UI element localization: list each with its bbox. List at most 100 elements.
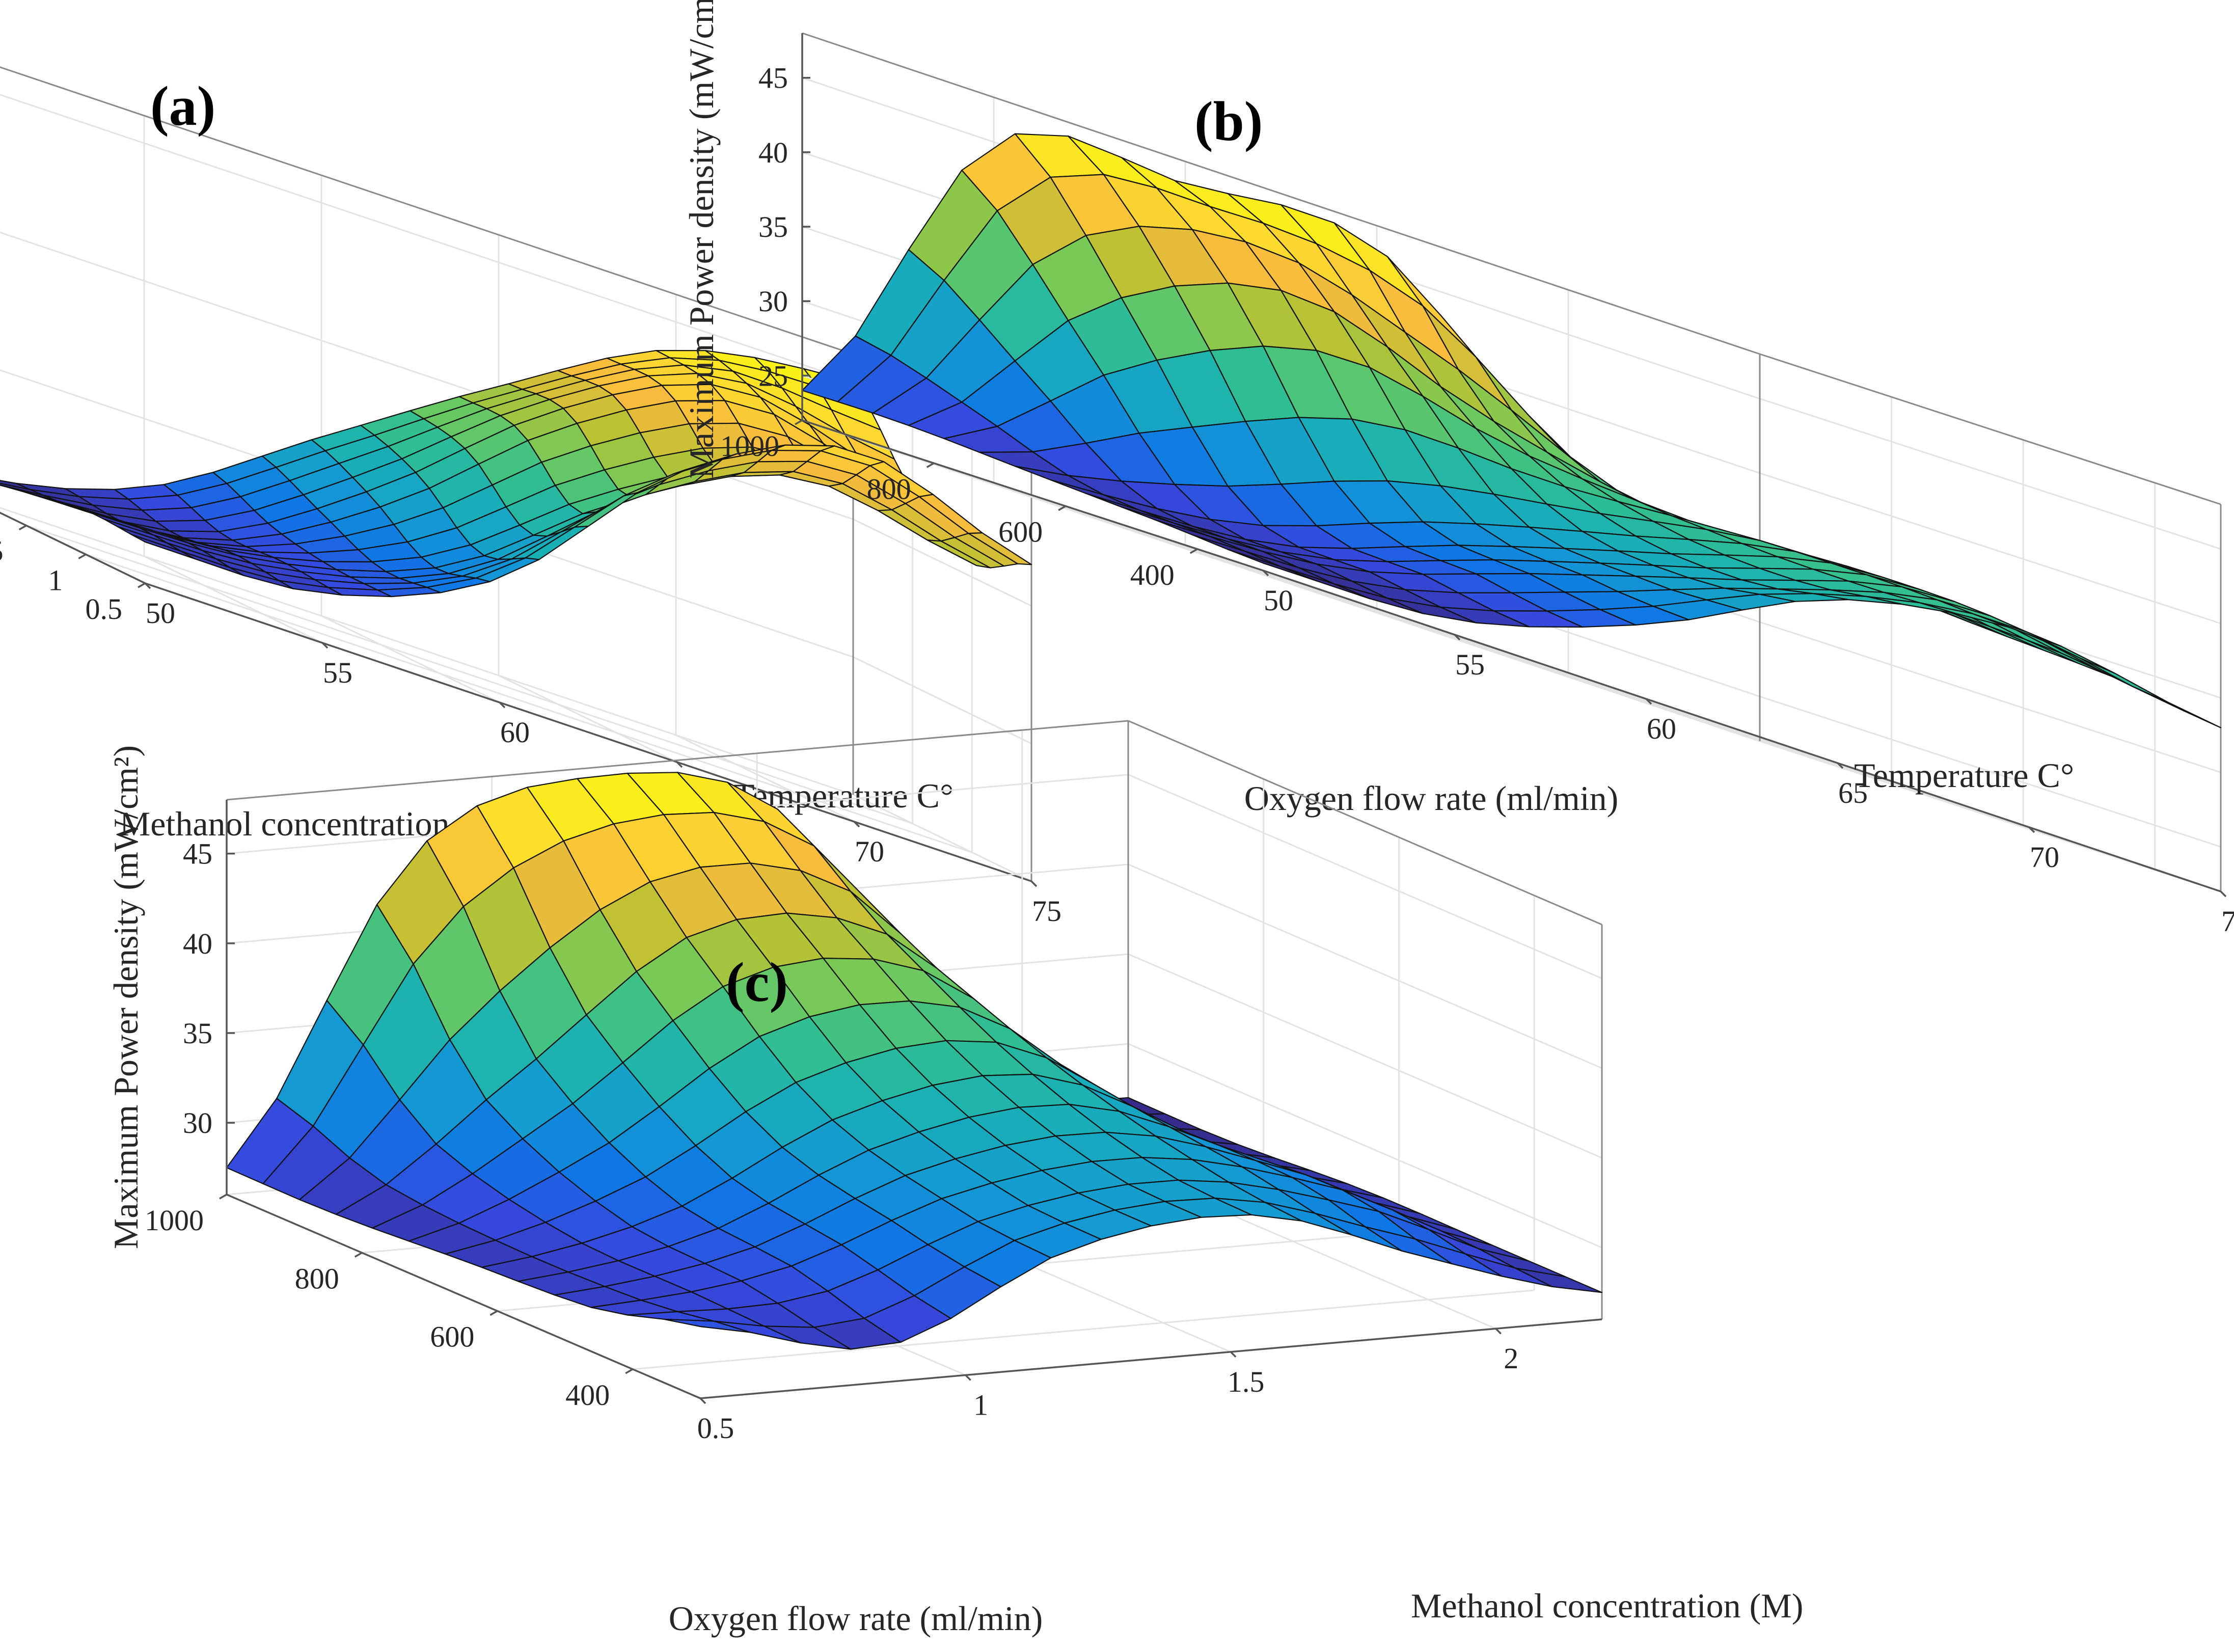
- y-tick-mark: [1189, 548, 1198, 554]
- grid-line: [144, 555, 323, 644]
- x-tick-label: 0.5: [697, 1412, 734, 1445]
- x-tick-mark: [699, 1397, 706, 1404]
- y-tick-label: 1: [48, 563, 63, 597]
- y-tick-label: 800: [295, 1262, 339, 1295]
- x-tick-mark: [1495, 1328, 1502, 1335]
- grid-lines: [1759, 398, 2221, 550]
- grid-line: [1128, 863, 1602, 1069]
- y-axis-label: Oxygen flow rate (ml/min): [669, 1599, 1043, 1638]
- y-tick-label: 0.5: [86, 592, 123, 626]
- grid-line: [1128, 953, 1602, 1159]
- y-tick-mark: [795, 419, 803, 425]
- y-tick-label: 400: [565, 1378, 610, 1412]
- grid-lines: [1128, 774, 1602, 980]
- x-tick-mark: [499, 701, 506, 709]
- surface-facet: [131, 534, 195, 559]
- y-tick-mark: [489, 1310, 498, 1316]
- panel-label: (c): [726, 951, 788, 1013]
- x-tick-label: 70: [2030, 841, 2059, 874]
- x-tick-label: 65: [1838, 776, 1868, 809]
- grid-line: [1128, 1043, 1602, 1249]
- y-tick-mark: [1058, 505, 1067, 511]
- grid-line: [1759, 472, 2221, 625]
- grid-line: [1759, 695, 2221, 848]
- x-axis-line: [1263, 570, 2221, 892]
- x-tick-label: 1.5: [1228, 1365, 1265, 1398]
- grid-line: [853, 519, 1032, 607]
- z-tick-label: 35: [183, 1017, 212, 1050]
- x-tick-mark: [1645, 698, 1652, 705]
- surface-facet: [663, 1318, 751, 1333]
- grid-line: [321, 615, 500, 703]
- panel-a: 5055606570750.511.52253035(a)Maximum Pow…: [0, 66, 1061, 928]
- y-tick-mark: [138, 582, 146, 588]
- z-tick-label: 40: [758, 136, 788, 169]
- z-tick-label: 30: [183, 1106, 212, 1140]
- grid-line: [26, 525, 913, 825]
- grid-line: [675, 734, 855, 823]
- grid-line: [498, 674, 677, 763]
- y-tick-mark: [219, 1194, 227, 1200]
- y-axis-line: [226, 1194, 701, 1399]
- grid-line: [85, 553, 972, 853]
- x-tick-label: 60: [500, 716, 530, 749]
- panel-b: 50 55 60 65 70 75 400 600 800 1000 25 30 35 40 45 (b) Ma…: [682, 0, 2234, 938]
- grid-line: [853, 794, 1032, 882]
- z-tick-label: 25: [758, 359, 788, 392]
- grid-line: [1128, 774, 1602, 980]
- x-tick-label: 55: [1455, 648, 1485, 681]
- x-tick-label: 50: [1264, 584, 1293, 617]
- y-axis-line: [0, 511, 146, 584]
- y-axis-line: [802, 419, 1264, 572]
- grid-line: [934, 462, 1892, 785]
- y-tick-label: 600: [430, 1320, 474, 1353]
- y-tick-label: 600: [998, 516, 1043, 549]
- grid-line: [1065, 505, 2024, 828]
- y-tick-label: 1.5: [0, 535, 4, 568]
- x-tick-mark: [2028, 826, 2035, 833]
- x-tick-mark: [1837, 762, 1844, 769]
- y-tick-label: 800: [867, 472, 911, 505]
- x-tick-mark: [1262, 570, 1269, 577]
- z-tick-label: 35: [758, 210, 788, 243]
- x-tick-mark: [1030, 880, 1038, 887]
- x-tick-mark: [676, 761, 683, 768]
- x-tick-mark: [2220, 890, 2227, 898]
- x-tick-label: 55: [323, 656, 352, 689]
- y-tick-label: 1000: [720, 429, 779, 463]
- z-tick-label: 30: [758, 285, 788, 318]
- x-tick-mark: [321, 642, 329, 649]
- x-axis-line: [145, 582, 1032, 882]
- surface: [801, 133, 2222, 728]
- x-axis-label: Methanol concentration (M): [1411, 1586, 1803, 1625]
- x-tick-mark: [965, 1374, 971, 1381]
- panel-c: 0.5 1 1.5 2 400 600 800 1000 30 35 40 45 (c) Maximum …: [106, 720, 1803, 1638]
- x-tick-mark: [144, 582, 151, 589]
- box-edge: [0, 66, 854, 355]
- y-tick-mark: [78, 553, 87, 559]
- x-tick-label: 75: [2221, 905, 2234, 938]
- panel-label: (b): [1194, 90, 1263, 152]
- surface-facet: [1227, 549, 1317, 582]
- grid-line: [1759, 621, 2221, 773]
- surface: [0, 349, 1032, 598]
- grid-line: [802, 419, 1760, 742]
- z-tick-label: 45: [183, 837, 212, 871]
- panel-label: (a): [150, 75, 215, 137]
- x-tick-label: 1: [973, 1388, 988, 1421]
- x-tick-label: 50: [146, 597, 175, 630]
- y-tick-mark: [18, 525, 27, 531]
- grid-line: [1759, 398, 2221, 550]
- grid-line: [853, 656, 1032, 745]
- y-tick-mark: [354, 1252, 363, 1258]
- grid-line: [0, 94, 854, 383]
- y-tick-mark: [926, 462, 935, 468]
- x-tick-mark: [1454, 634, 1461, 641]
- box-edge: [1128, 720, 1602, 926]
- y-tick-mark: [625, 1368, 634, 1374]
- x-axis-line: [700, 1318, 1602, 1399]
- z-axis-label: Maximum Power density (mW/cm²): [106, 745, 145, 1249]
- y-tick-label: 1000: [145, 1204, 204, 1237]
- x-axis-label: Temperature C°: [1854, 756, 2074, 795]
